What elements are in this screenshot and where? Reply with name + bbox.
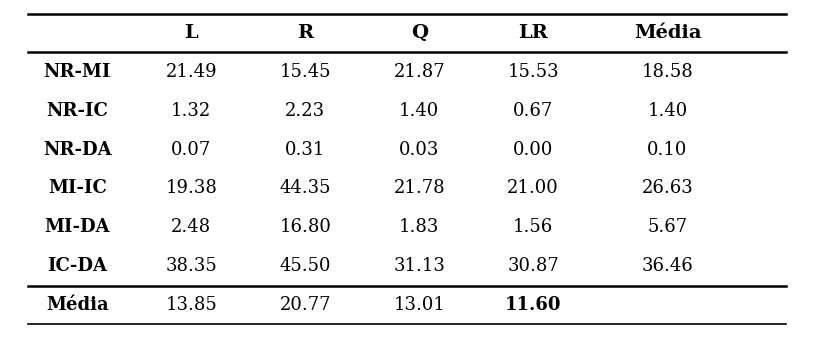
Text: 36.46: 36.46 — [641, 257, 694, 275]
Text: NR-MI: NR-MI — [44, 63, 111, 81]
Text: L: L — [185, 24, 198, 42]
Text: 11.60: 11.60 — [505, 296, 562, 314]
Text: 0.00: 0.00 — [513, 141, 554, 159]
Text: 0.31: 0.31 — [285, 141, 326, 159]
Text: 2.23: 2.23 — [285, 102, 326, 120]
Text: 15.53: 15.53 — [507, 63, 559, 81]
Text: 21.49: 21.49 — [165, 63, 217, 81]
Text: MI-IC: MI-IC — [48, 179, 107, 197]
Text: 1.40: 1.40 — [647, 102, 688, 120]
Text: 30.87: 30.87 — [507, 257, 559, 275]
Text: 5.67: 5.67 — [647, 218, 688, 236]
Text: 0.03: 0.03 — [399, 141, 440, 159]
Text: 38.35: 38.35 — [165, 257, 217, 275]
Text: 1.32: 1.32 — [171, 102, 212, 120]
Text: 18.58: 18.58 — [641, 63, 694, 81]
Text: IC-DA: IC-DA — [47, 257, 107, 275]
Text: 20.77: 20.77 — [279, 296, 331, 314]
Text: 0.67: 0.67 — [513, 102, 554, 120]
Text: 21.87: 21.87 — [393, 63, 445, 81]
Text: 26.63: 26.63 — [641, 179, 694, 197]
Text: Q: Q — [410, 24, 428, 42]
Text: 13.85: 13.85 — [165, 296, 217, 314]
Text: 31.13: 31.13 — [393, 257, 445, 275]
Text: NR-DA: NR-DA — [43, 141, 112, 159]
Text: Média: Média — [633, 24, 702, 42]
Text: 13.01: 13.01 — [393, 296, 445, 314]
Text: 0.10: 0.10 — [647, 141, 688, 159]
Text: 44.35: 44.35 — [279, 179, 331, 197]
Text: 45.50: 45.50 — [279, 257, 331, 275]
Text: 21.78: 21.78 — [393, 179, 445, 197]
Text: 1.83: 1.83 — [399, 218, 440, 236]
Text: 2.48: 2.48 — [171, 218, 212, 236]
Text: 21.00: 21.00 — [507, 179, 559, 197]
Text: 0.07: 0.07 — [171, 141, 212, 159]
Text: 15.45: 15.45 — [279, 63, 331, 81]
Text: Média: Média — [46, 296, 108, 314]
Text: 1.56: 1.56 — [513, 218, 554, 236]
Text: MI-DA: MI-DA — [45, 218, 110, 236]
Text: NR-IC: NR-IC — [46, 102, 108, 120]
Text: 1.40: 1.40 — [399, 102, 440, 120]
Text: LR: LR — [519, 24, 548, 42]
Text: 16.80: 16.80 — [279, 218, 331, 236]
Text: R: R — [297, 24, 313, 42]
Text: 19.38: 19.38 — [165, 179, 217, 197]
